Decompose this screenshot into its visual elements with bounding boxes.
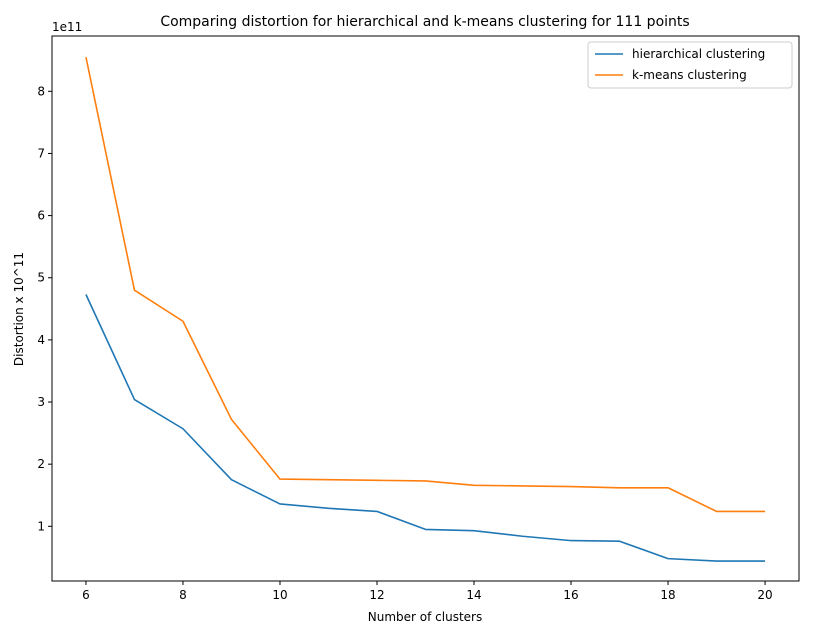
legend-entry-label: k-means clustering bbox=[632, 68, 747, 82]
legend-entry-label: hierarchical clustering bbox=[632, 47, 765, 61]
x-tick-label: 20 bbox=[757, 588, 772, 602]
x-tick-label: 16 bbox=[563, 588, 578, 602]
legend-box bbox=[587, 41, 793, 89]
y-tick-label: 4 bbox=[37, 333, 45, 347]
plot-frame bbox=[51, 35, 800, 582]
x-axis: 6 8 10 12 14 16 18 20 bbox=[82, 581, 773, 602]
x-tick-label: 6 bbox=[82, 588, 90, 602]
y-tick-label: 5 bbox=[37, 271, 45, 285]
series-lines bbox=[85, 56, 766, 562]
x-tick-label: 18 bbox=[660, 588, 675, 602]
y-axis: 1 2 3 4 5 6 7 8 bbox=[37, 84, 52, 533]
chart-title: Comparing distortion for hierarchical an… bbox=[160, 14, 689, 30]
y-tick-label: 8 bbox=[37, 84, 45, 98]
y-tick-label: 2 bbox=[37, 457, 45, 471]
x-tick-label: 8 bbox=[179, 588, 187, 602]
y-tick-label: 6 bbox=[37, 209, 45, 223]
x-axis-label: Number of clusters bbox=[368, 610, 482, 624]
series-line-hierarchical bbox=[85, 294, 766, 562]
y-tick-label: 7 bbox=[37, 146, 45, 160]
series-line-kmeans bbox=[85, 56, 766, 513]
legend: hierarchical clustering k-means clusterin… bbox=[587, 41, 793, 89]
x-tick-label: 12 bbox=[369, 588, 384, 602]
x-tick-label: 10 bbox=[272, 588, 287, 602]
x-tick-label: 14 bbox=[466, 588, 481, 602]
y-tick-label: 3 bbox=[37, 395, 45, 409]
y-tick-label: 1 bbox=[37, 519, 45, 533]
y-axis-label: Distortion x 10^11 bbox=[12, 252, 26, 366]
y-axis-offset-label: 1e11 bbox=[52, 20, 82, 34]
plot-area bbox=[51, 35, 800, 582]
